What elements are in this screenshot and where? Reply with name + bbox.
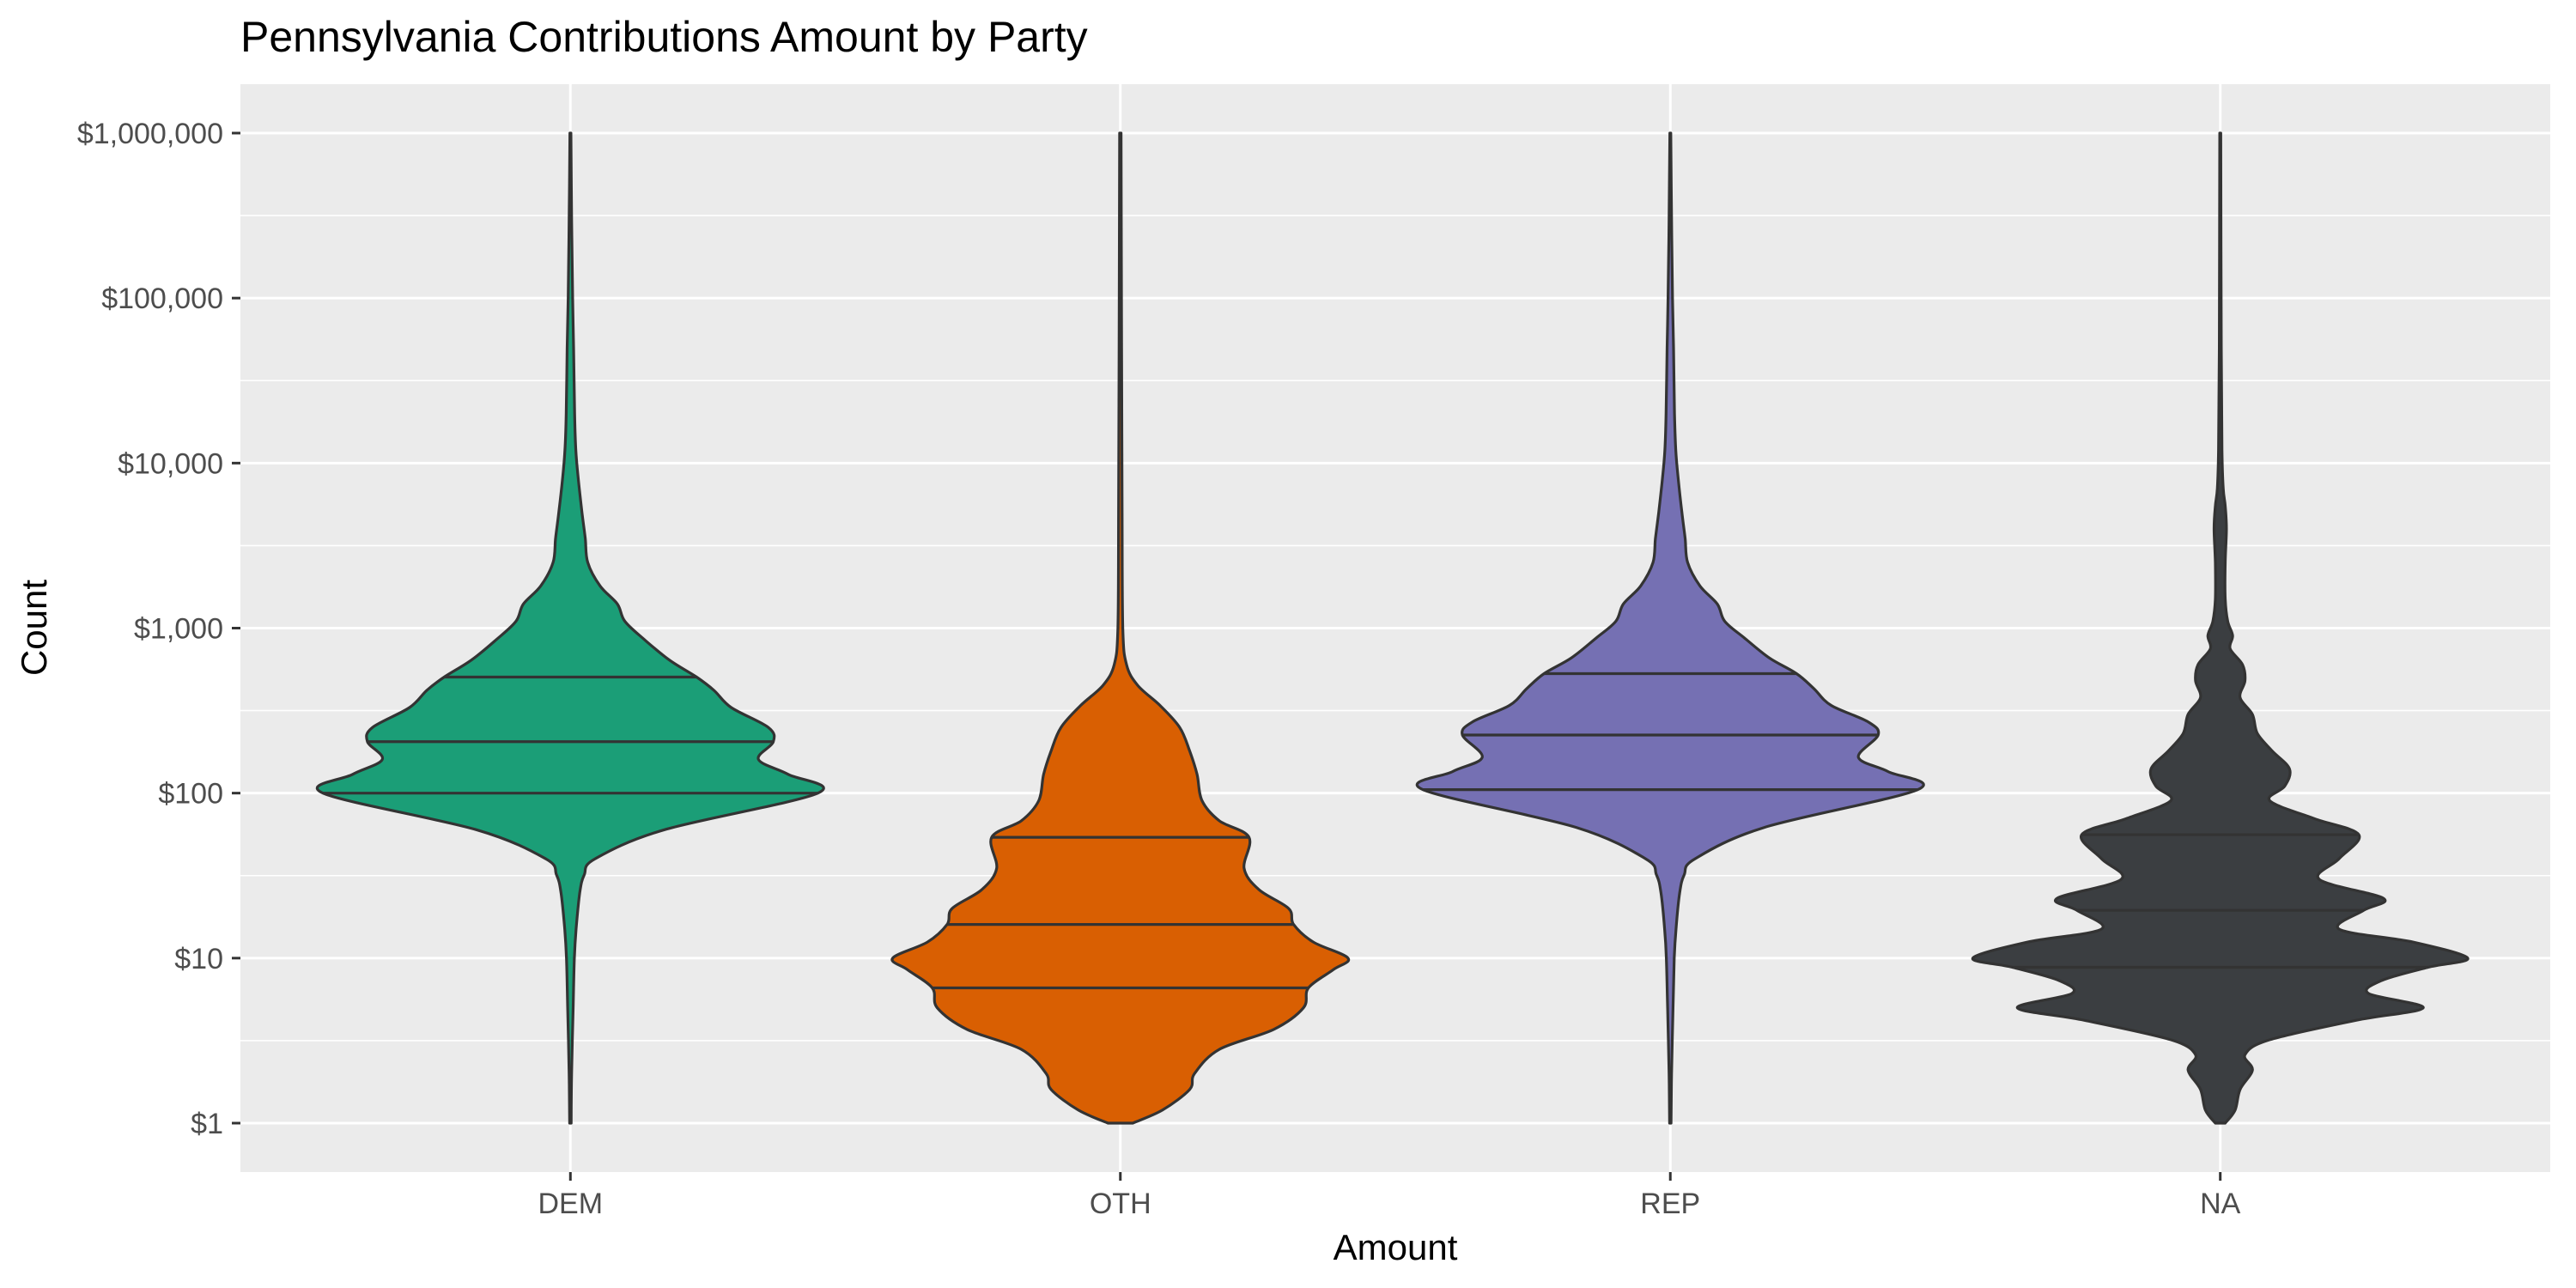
y-tick-label: $100 [158,778,223,811]
y-tick-label: $10,000 [118,447,223,480]
y-tick-label: $1 [191,1108,223,1140]
violin-body [315,131,825,1125]
violin-dem [315,131,825,1125]
violin-oth [890,131,1351,1125]
violin-body [890,131,1351,1125]
violin-body [1415,131,1925,1125]
x-tick-label: REP [1640,1188,1700,1220]
x-tick-label: NA [2200,1188,2241,1220]
violin-body [1971,131,2470,1125]
x-axis-title: Amount [1334,1227,1458,1267]
x-tick-label: DEM [538,1188,604,1220]
x-tick-label: OTH [1090,1188,1151,1220]
violin-na [1971,131,2470,1125]
y-tick-label: $1,000,000 [77,118,223,150]
y-axis-ticks: $1 $10 $100 $1,000 $10,000 $100,000 $1,000,000 [77,118,240,1140]
x-axis-ticks: DEM OTH REP NA [538,1172,2241,1220]
chart-title: Pennsylvania Contributions Amount by Par… [240,13,1088,61]
y-tick-label: $1,000 [134,613,223,646]
violins [315,131,2470,1125]
violin-rep [1415,131,1925,1125]
y-axis-title: Count [14,580,54,676]
y-tick-label: $100,000 [101,283,223,315]
y-tick-label: $10 [174,943,223,975]
